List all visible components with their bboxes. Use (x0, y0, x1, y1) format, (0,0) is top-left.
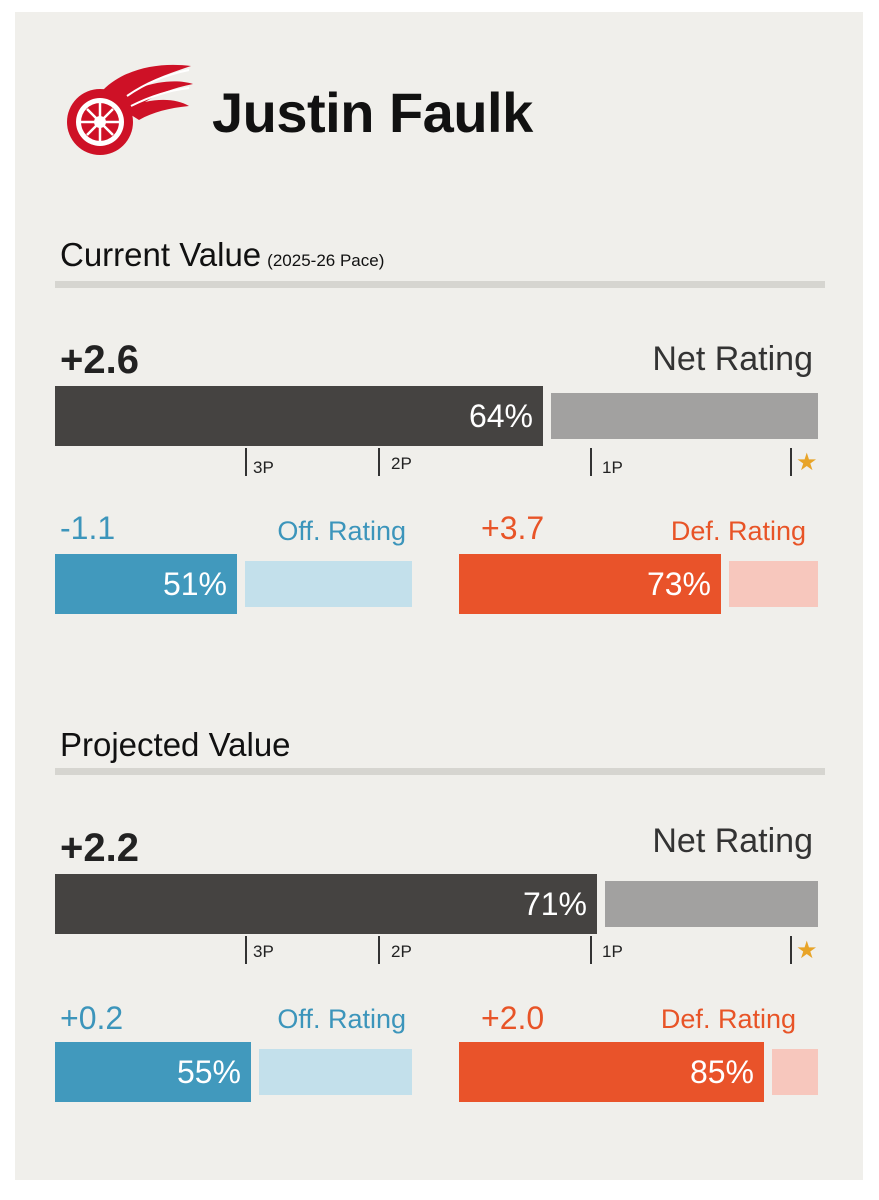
projected-net-pct: 71% (522, 886, 587, 922)
projected-def-bar-fill (459, 1042, 764, 1102)
current-off-bar-track (245, 561, 412, 607)
projected-tier-markers: 3P 2P 1P ★ (55, 936, 818, 968)
team-logo-icon (67, 64, 193, 155)
projected-def-value: +2.0 (481, 1000, 545, 1036)
tier-label-1p: 1P (602, 942, 623, 961)
current-def-label: Def. Rating (670, 516, 806, 546)
projected-title: Projected Value (60, 726, 291, 763)
tier-tick-2p (378, 936, 380, 964)
current-subtitle: (2025-26 Pace) (267, 251, 385, 270)
current-net-bar-track (551, 393, 818, 439)
projected-net-bar-fill (55, 874, 597, 934)
current-off-bar-row: 51% (55, 554, 412, 614)
tier-tick-1p (590, 936, 592, 964)
current-net-value: +2.6 (60, 338, 139, 382)
tier-label-1p: 1P (602, 458, 623, 477)
projected-net-bar-track (605, 881, 818, 927)
current-def-bar-fill (459, 554, 721, 614)
player-name: Justin Faulk (212, 81, 533, 144)
current-net-pct: 64% (468, 398, 533, 434)
current-off-bar-fill (55, 554, 237, 614)
current-off-value: -1.1 (60, 510, 116, 546)
star-icon: ★ (796, 449, 818, 476)
current-off-label: Off. Rating (277, 516, 406, 546)
projected-off-bar-row: 55% (55, 1042, 412, 1102)
current-net-label: Net Rating (652, 340, 813, 378)
projected-off-bar-track (259, 1049, 412, 1095)
projected-def-pct: 85% (689, 1054, 754, 1090)
tier-tick-1p (590, 448, 592, 476)
projected-def-label: Def. Rating (660, 1004, 796, 1034)
current-tier-markers: 3P 2P 1P ★ (55, 448, 818, 480)
current-def-bar-track (729, 561, 818, 607)
projected-off-pct: 55% (176, 1054, 241, 1090)
current-def-value: +3.7 (481, 510, 545, 546)
projected-off-value: +0.2 (60, 1000, 124, 1036)
tier-label-2p: 2P (391, 942, 412, 961)
projected-def-bar-row: 85% (459, 1042, 818, 1102)
tier-label-3p: 3P (253, 942, 274, 961)
current-section-title: Current Value (2025-26 Pace) (60, 236, 384, 274)
current-net-bar-row: 64% (55, 386, 818, 446)
tier-label-3p: 3P (253, 458, 274, 477)
tier-tick-3p (245, 936, 247, 964)
current-title: Current Value (60, 236, 262, 273)
projected-net-value: +2.2 (60, 826, 139, 870)
current-divider (55, 281, 825, 288)
tier-tick-star (790, 448, 792, 476)
projected-net-label: Net Rating (652, 822, 813, 860)
current-def-pct: 73% (646, 566, 711, 602)
tier-label-2p: 2P (391, 454, 412, 473)
projected-off-bar-fill (55, 1042, 251, 1102)
current-def-bar-row: 73% (459, 554, 818, 614)
tier-tick-2p (378, 448, 380, 476)
projected-divider (55, 768, 825, 775)
projected-def-bar-track (772, 1049, 818, 1095)
projected-net-bar-row: 71% (55, 874, 818, 934)
star-icon: ★ (796, 937, 818, 964)
tier-tick-star (790, 936, 792, 964)
tier-tick-3p (245, 448, 247, 476)
current-off-pct: 51% (162, 566, 227, 602)
current-net-bar-fill (55, 386, 543, 446)
projected-off-label: Off. Rating (277, 1004, 406, 1034)
